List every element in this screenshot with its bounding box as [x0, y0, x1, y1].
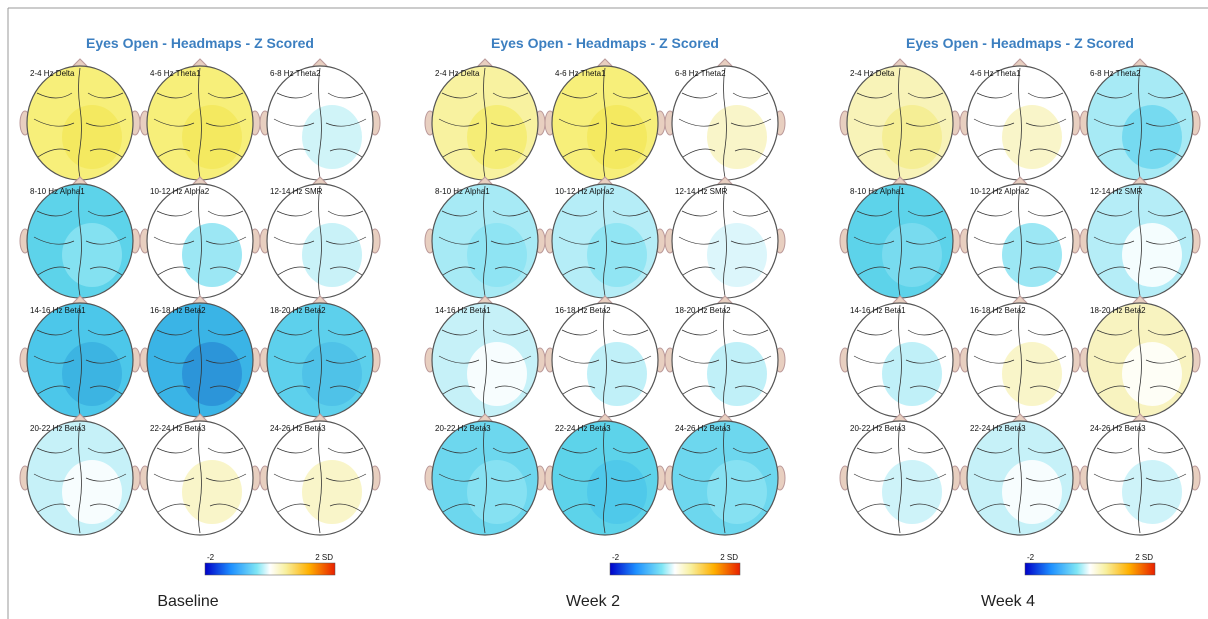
map-label: 2-4 Hz Delta: [850, 69, 895, 78]
head-region: [1002, 342, 1062, 406]
map-label: 24-26 Hz Beta3: [270, 424, 326, 433]
scale-max: 2 SD: [1135, 553, 1153, 562]
figure: Eyes Open - Headmaps - Z Scored 2-4 Hz De…: [0, 0, 1208, 619]
map-label: 20-22 Hz Beta3: [850, 424, 906, 433]
map-label: 12-14 Hz SMR: [270, 187, 323, 196]
scale-min: -2: [207, 553, 215, 562]
map-label: 12-14 Hz SMR: [675, 187, 728, 196]
head-region: [882, 223, 942, 287]
map-label: 4-6 Hz Theta1: [150, 69, 201, 78]
head-region: [467, 460, 527, 524]
head-region: [707, 460, 767, 524]
panel-title: Eyes Open - Headmaps - Z Scored: [906, 35, 1134, 51]
head-region: [1122, 460, 1182, 524]
map-label: 14-16 Hz Beta1: [435, 306, 491, 315]
map-label: 22-24 Hz Beta3: [555, 424, 611, 433]
head-region: [587, 460, 647, 524]
map-label: 18-20 Hz Beta2: [270, 306, 326, 315]
head-region: [62, 460, 122, 524]
head-region: [182, 105, 242, 169]
caption: Baseline: [157, 593, 218, 610]
head-region: [1122, 342, 1182, 406]
map-label: 2-4 Hz Delta: [435, 69, 480, 78]
map-label: 24-26 Hz Beta3: [1090, 424, 1146, 433]
map-label: 18-20 Hz Beta2: [1090, 306, 1146, 315]
color-scale: [205, 563, 335, 575]
head-region: [1002, 105, 1062, 169]
head-region: [882, 105, 942, 169]
head-region: [302, 460, 362, 524]
head-region: [62, 342, 122, 406]
head-region: [882, 460, 942, 524]
head-region: [707, 342, 767, 406]
scale-min: -2: [1027, 553, 1035, 562]
map-label: 22-24 Hz Beta3: [150, 424, 206, 433]
head-region: [587, 105, 647, 169]
page: Eyes Open - Headmaps - Z Scored 2-4 Hz De…: [0, 0, 1208, 619]
head-region: [302, 342, 362, 406]
map-label: 20-22 Hz Beta3: [30, 424, 86, 433]
caption: Week 4: [981, 593, 1035, 610]
map-label: 10-12 Hz Alpha2: [555, 187, 615, 196]
head-region: [707, 223, 767, 287]
map-label: 8-10 Hz Alpha1: [30, 187, 85, 196]
map-label: 6-8 Hz Theta2: [1090, 69, 1141, 78]
head-region: [882, 342, 942, 406]
map-label: 4-6 Hz Theta1: [970, 69, 1021, 78]
map-label: 22-24 Hz Beta3: [970, 424, 1026, 433]
scale-max: 2 SD: [720, 553, 738, 562]
map-label: 8-10 Hz Alpha1: [435, 187, 490, 196]
head-region: [707, 105, 767, 169]
head-region: [182, 342, 242, 406]
head-region: [1122, 105, 1182, 169]
head-region: [1002, 460, 1062, 524]
map-label: 8-10 Hz Alpha1: [850, 187, 905, 196]
map-label: 12-14 Hz SMR: [1090, 187, 1143, 196]
panel-title: Eyes Open - Headmaps - Z Scored: [86, 35, 314, 51]
head-region: [62, 105, 122, 169]
map-label: 6-8 Hz Theta2: [675, 69, 726, 78]
map-label: 10-12 Hz Alpha2: [150, 187, 210, 196]
head-region: [1122, 223, 1182, 287]
panel-title: Eyes Open - Headmaps - Z Scored: [491, 35, 719, 51]
head-region: [587, 223, 647, 287]
map-label: 14-16 Hz Beta1: [850, 306, 906, 315]
scale-max: 2 SD: [315, 553, 333, 562]
map-label: 10-12 Hz Alpha2: [970, 187, 1030, 196]
map-label: 16-18 Hz Beta2: [970, 306, 1026, 315]
head-region: [182, 223, 242, 287]
head-region: [587, 342, 647, 406]
map-label: 2-4 Hz Delta: [30, 69, 75, 78]
map-label: 24-26 Hz Beta3: [675, 424, 731, 433]
head-region: [467, 223, 527, 287]
map-label: 20-22 Hz Beta3: [435, 424, 491, 433]
map-label: 16-18 Hz Beta2: [150, 306, 206, 315]
color-scale: [610, 563, 740, 575]
color-scale: [1025, 563, 1155, 575]
head-region: [1002, 223, 1062, 287]
scale-min: -2: [612, 553, 620, 562]
head-region: [62, 223, 122, 287]
map-label: 4-6 Hz Theta1: [555, 69, 606, 78]
head-region: [302, 105, 362, 169]
caption: Week 2: [566, 593, 620, 610]
head-region: [302, 223, 362, 287]
map-label: 14-16 Hz Beta1: [30, 306, 86, 315]
map-label: 16-18 Hz Beta2: [555, 306, 611, 315]
map-label: 18-20 Hz Beta2: [675, 306, 731, 315]
head-region: [467, 342, 527, 406]
head-region: [467, 105, 527, 169]
head-region: [182, 460, 242, 524]
map-label: 6-8 Hz Theta2: [270, 69, 321, 78]
